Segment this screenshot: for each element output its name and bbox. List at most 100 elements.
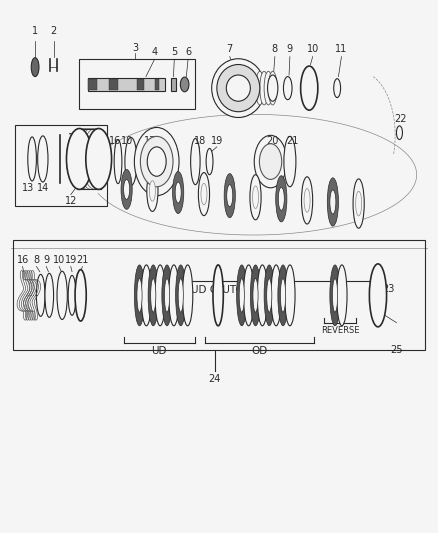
Ellipse shape — [253, 186, 258, 208]
Text: 18: 18 — [194, 136, 206, 146]
Text: 16: 16 — [109, 136, 121, 146]
Ellipse shape — [206, 149, 213, 175]
Text: 15: 15 — [68, 133, 80, 143]
Ellipse shape — [244, 265, 254, 326]
Ellipse shape — [334, 79, 341, 98]
Ellipse shape — [147, 171, 158, 212]
Text: 10: 10 — [307, 44, 319, 54]
Ellipse shape — [162, 265, 172, 326]
Ellipse shape — [213, 265, 223, 326]
Ellipse shape — [227, 184, 233, 207]
Ellipse shape — [251, 265, 261, 326]
Ellipse shape — [38, 136, 48, 182]
Ellipse shape — [155, 265, 165, 326]
Ellipse shape — [114, 140, 122, 183]
Ellipse shape — [86, 128, 112, 189]
Ellipse shape — [78, 128, 104, 189]
Ellipse shape — [141, 265, 152, 326]
Ellipse shape — [178, 279, 184, 312]
Ellipse shape — [268, 71, 277, 105]
Text: 20: 20 — [266, 136, 279, 146]
Ellipse shape — [176, 265, 186, 326]
Text: 10: 10 — [121, 136, 134, 146]
Ellipse shape — [201, 183, 207, 205]
Bar — [88, 79, 96, 90]
Ellipse shape — [125, 138, 137, 185]
Text: UD: UD — [151, 346, 166, 356]
Ellipse shape — [137, 279, 142, 312]
Text: 13: 13 — [21, 183, 34, 192]
Ellipse shape — [330, 190, 336, 214]
Text: 24: 24 — [208, 374, 221, 384]
Ellipse shape — [134, 265, 145, 326]
Ellipse shape — [276, 176, 287, 222]
Ellipse shape — [82, 128, 108, 189]
Text: 21: 21 — [76, 255, 88, 265]
Text: 9: 9 — [43, 255, 49, 265]
Text: 2: 2 — [50, 26, 57, 36]
Text: 12: 12 — [64, 196, 77, 206]
Ellipse shape — [300, 66, 318, 110]
Text: 1: 1 — [32, 26, 38, 36]
Text: 22: 22 — [394, 114, 406, 124]
Ellipse shape — [264, 265, 275, 326]
Ellipse shape — [67, 128, 92, 189]
Ellipse shape — [332, 279, 338, 312]
Text: UD CLUTCH: UD CLUTCH — [191, 285, 251, 295]
Ellipse shape — [284, 136, 296, 187]
Bar — [88, 78, 165, 91]
Ellipse shape — [254, 135, 287, 188]
Ellipse shape — [271, 265, 281, 326]
Text: 10: 10 — [53, 255, 65, 265]
Ellipse shape — [280, 279, 286, 312]
Ellipse shape — [173, 172, 184, 214]
Ellipse shape — [239, 279, 244, 312]
Text: 17: 17 — [144, 136, 156, 146]
Text: 8: 8 — [33, 255, 39, 265]
Text: 19: 19 — [65, 255, 77, 265]
Ellipse shape — [217, 64, 260, 112]
Ellipse shape — [268, 75, 278, 101]
Text: 16: 16 — [17, 255, 29, 265]
Text: 19: 19 — [211, 136, 223, 146]
Ellipse shape — [283, 77, 292, 100]
Ellipse shape — [45, 273, 53, 317]
Ellipse shape — [278, 265, 288, 326]
Text: 23: 23 — [382, 284, 395, 294]
Ellipse shape — [175, 182, 181, 203]
Text: 9: 9 — [287, 44, 293, 54]
Ellipse shape — [353, 179, 364, 228]
Text: REVERSE: REVERSE — [321, 326, 360, 335]
Text: 25: 25 — [390, 345, 403, 355]
Ellipse shape — [31, 58, 39, 77]
Text: OD: OD — [251, 346, 268, 356]
Ellipse shape — [396, 126, 403, 140]
Ellipse shape — [267, 279, 272, 312]
Ellipse shape — [259, 144, 282, 180]
Ellipse shape — [257, 265, 268, 326]
Text: 3: 3 — [132, 43, 138, 53]
Ellipse shape — [180, 77, 189, 92]
Ellipse shape — [147, 147, 166, 176]
Ellipse shape — [369, 264, 387, 327]
Ellipse shape — [255, 71, 264, 105]
Ellipse shape — [356, 191, 362, 216]
Ellipse shape — [28, 137, 36, 181]
Ellipse shape — [75, 270, 86, 321]
Text: 8: 8 — [272, 44, 278, 54]
Text: 11: 11 — [336, 44, 348, 54]
Ellipse shape — [226, 75, 251, 101]
Text: 7: 7 — [226, 44, 233, 54]
Ellipse shape — [224, 174, 235, 217]
Text: 6: 6 — [185, 46, 191, 56]
Ellipse shape — [121, 169, 132, 209]
Ellipse shape — [149, 181, 155, 201]
Ellipse shape — [250, 175, 261, 220]
Ellipse shape — [183, 265, 193, 326]
Ellipse shape — [264, 71, 273, 105]
Bar — [155, 79, 159, 90]
Ellipse shape — [140, 136, 173, 187]
Ellipse shape — [68, 276, 76, 316]
Ellipse shape — [337, 265, 347, 326]
Ellipse shape — [285, 265, 295, 326]
